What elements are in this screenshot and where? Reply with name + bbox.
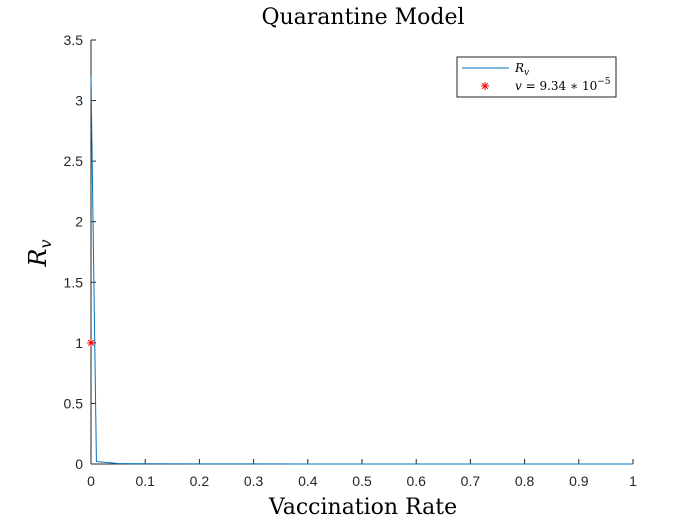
y-tick-label: 1 bbox=[75, 335, 83, 351]
x-tick-label: 1 bbox=[629, 473, 637, 489]
y-axis-label: Rv bbox=[24, 239, 55, 267]
y-tick-label: 0 bbox=[75, 456, 83, 472]
x-tick-label: 0.7 bbox=[461, 473, 481, 489]
chart-title: Quarantine Model bbox=[261, 5, 464, 30]
y-tick-label: 2 bbox=[75, 214, 83, 230]
y-tick-label: 3 bbox=[75, 93, 83, 109]
marker-point-0 bbox=[87, 338, 96, 347]
x-tick-label: 0.3 bbox=[244, 473, 264, 489]
x-tick-label: 0.2 bbox=[190, 473, 210, 489]
marker-layer bbox=[87, 338, 96, 347]
legend-marker-asterisk bbox=[481, 82, 489, 90]
x-tick-label: 0.1 bbox=[135, 473, 155, 489]
y-tick-label: 1.5 bbox=[64, 274, 84, 290]
legend-marker-eq: = 9.34 ∗ 10 bbox=[522, 79, 597, 93]
legend-entry-series: Rv bbox=[514, 61, 529, 78]
y-tick-label: 3.5 bbox=[64, 32, 84, 48]
legend-entry-marker: v = 9.34 ∗ 10−5 bbox=[515, 77, 611, 93]
y-tick-label: 0.5 bbox=[64, 395, 84, 411]
x-tick-label: 0.4 bbox=[298, 473, 318, 489]
series-layer bbox=[90, 76, 633, 465]
plot-area: 0 0.1 0.2 0.3 0.4 0.5 0.6 0.7 0.8 0.9 1 0 0.5 1 1.5 2 2… bbox=[64, 32, 638, 489]
x-tick-label: 0.5 bbox=[352, 473, 372, 489]
y-axis-label-base: R bbox=[24, 248, 52, 267]
x-tick-label: 0.6 bbox=[406, 473, 426, 489]
legend-marker-lhs: v bbox=[515, 79, 522, 93]
x-tick-label: 0.8 bbox=[515, 473, 535, 489]
x-tick-label: 0 bbox=[87, 473, 95, 489]
legend-box bbox=[456, 56, 617, 98]
y-tick-label: 2.5 bbox=[64, 153, 84, 169]
x-ticks: 0 0.1 0.2 0.3 0.4 0.5 0.6 0.7 0.8 0.9 1 bbox=[87, 459, 637, 489]
y-axis-label-sub: v bbox=[36, 239, 55, 248]
x-tick-label: 0.9 bbox=[569, 473, 589, 489]
x-axis-label: Vaccination Rate bbox=[268, 495, 457, 520]
series-line-0 bbox=[90, 76, 633, 465]
legend-marker-swatch bbox=[481, 82, 489, 90]
legend-series-base: R bbox=[514, 61, 524, 75]
y-ticks: 0 0.5 1 1.5 2 2.5 3 3.5 bbox=[64, 32, 96, 472]
legend-marker-exp: −5 bbox=[597, 77, 611, 87]
legend-series-sub: v bbox=[524, 68, 529, 78]
legend: Rv v = 9.34 ∗ 10−5 bbox=[456, 56, 617, 98]
